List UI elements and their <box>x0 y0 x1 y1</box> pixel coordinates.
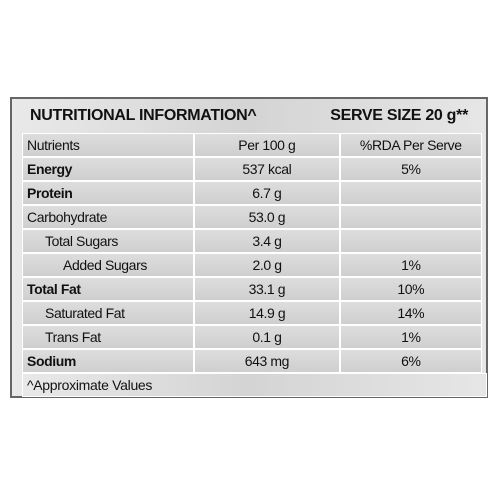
cell-value: 5% <box>339 157 482 181</box>
cell-value: 0.1 g <box>194 325 340 349</box>
cell-value: 10% <box>339 277 482 301</box>
cell-value: 1% <box>339 325 482 349</box>
table-row: Sodium 643 mg 6% <box>22 349 482 373</box>
cell-value: 6.7 g <box>194 181 340 205</box>
nutrition-panel: NUTRITIONAL INFORMATION^ SERVE SIZE 20 g… <box>10 97 488 398</box>
table-row: Protein 6.7 g <box>22 181 482 205</box>
row-label: Protein <box>22 181 195 205</box>
cell-value: 6% <box>339 349 482 373</box>
table-row: Total Sugars 3.4 g <box>22 229 482 253</box>
cell-value: Per 100 g <box>194 133 340 157</box>
cell-value: 1% <box>339 253 482 277</box>
row-label: Trans Fat <box>22 325 195 349</box>
cell-value: 14% <box>339 301 482 325</box>
cell-value <box>339 181 482 205</box>
row-label: Saturated Fat <box>22 301 195 325</box>
cell-value: 3.4 g <box>194 229 340 253</box>
cell-value: 2.0 g <box>194 253 340 277</box>
cell-value: 643 mg <box>194 349 340 373</box>
row-label: Nutrients <box>22 133 195 157</box>
table-row: Carbohydrate 53.0 g <box>22 205 482 229</box>
row-label: Carbohydrate <box>22 205 195 229</box>
table-row: Saturated Fat 14.9 g 14% <box>22 301 482 325</box>
title: NUTRITIONAL INFORMATION^ <box>30 107 257 124</box>
table-row: Nutrients Per 100 g %RDA Per Serve <box>22 133 482 157</box>
header: NUTRITIONAL INFORMATION^ SERVE SIZE 20 g… <box>22 99 482 133</box>
cell-value: 14.9 g <box>194 301 340 325</box>
row-label: Sodium <box>22 349 195 373</box>
row-label: Total Fat <box>22 277 195 301</box>
row-label: Energy <box>22 157 195 181</box>
table-row: Total Fat 33.1 g 10% <box>22 277 482 301</box>
serve-size: SERVE SIZE 20 g** <box>330 107 468 124</box>
row-label: Total Sugars <box>22 229 195 253</box>
table-row: Trans Fat 0.1 g 1% <box>22 325 482 349</box>
cell-value: 537 kcal <box>194 157 340 181</box>
row-label: Added Sugars <box>22 253 195 277</box>
table: Nutrients Per 100 g %RDA Per Serve Energy 53… <box>22 133 482 373</box>
footnote: ^Approximate Values <box>22 373 487 397</box>
cell-value: 53.0 g <box>194 205 340 229</box>
cell-value: %RDA Per Serve <box>339 133 482 157</box>
cell-value <box>339 229 482 253</box>
table-row: Energy 537 kcal 5% <box>22 157 482 181</box>
cell-value <box>339 205 482 229</box>
table-row: Added Sugars 2.0 g 1% <box>22 253 482 277</box>
cell-value: 33.1 g <box>194 277 340 301</box>
